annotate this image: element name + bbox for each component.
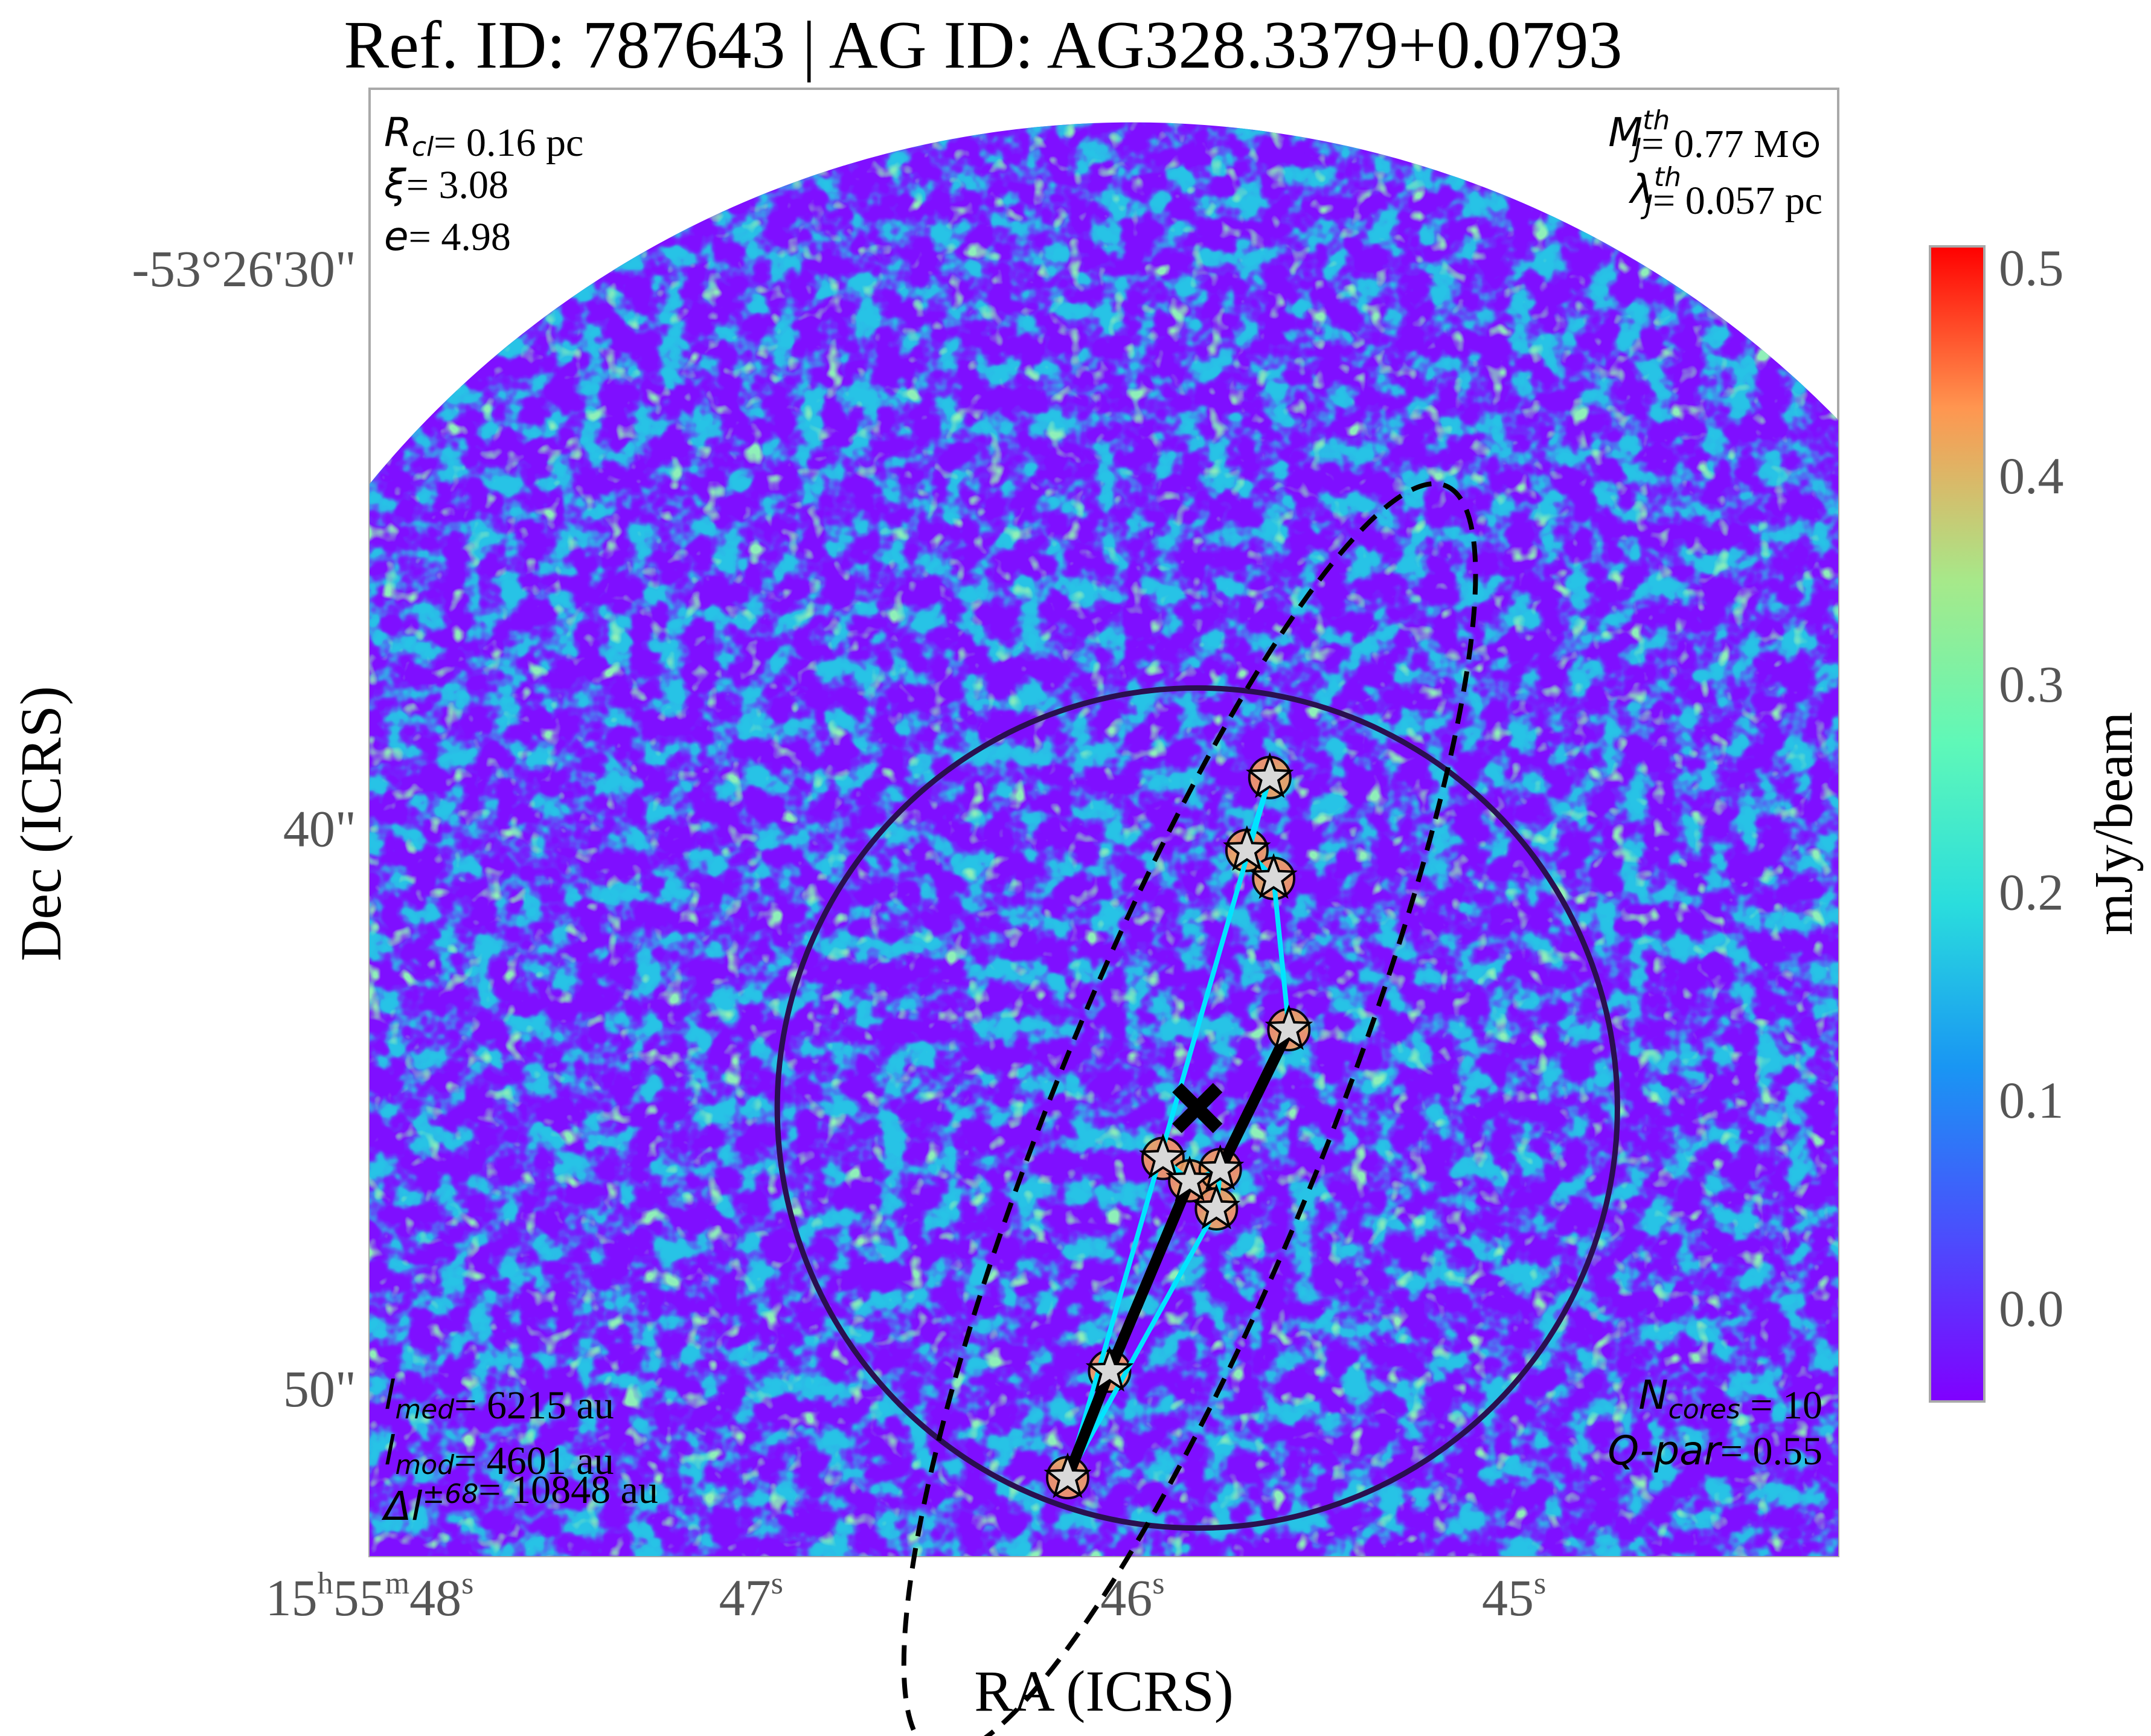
mst-edge [1271,878,1292,1030]
core-star-marker [1165,1155,1214,1202]
core-star-marker [1196,1144,1245,1190]
heatmap-field [370,122,1838,1556]
x-tick-label: 15h55m48s [266,1566,474,1627]
y-tick-label: -53°26'30" [132,240,356,298]
mst-thick-edge [1214,1024,1295,1176]
colorbar-label: mJy/beam [2084,712,2144,935]
top-left-annotation: Rcl= 0.16 pc [384,109,583,165]
core-star-marker [1043,1452,1092,1498]
x-axis-label: RA (ICRS) [974,1659,1233,1723]
bottom-right-annotation: Ncores = 10 [1638,1372,1822,1427]
top-right-annotation: λth J= 0.057 pc [1629,162,1822,223]
core-star-marker [1223,825,1271,871]
y-tick-label: 40" [283,799,356,857]
mst-thick-edge [1062,1365,1115,1484]
top-left-annotation: ξ= 3.08 [383,161,508,208]
core-star-marker [1192,1183,1241,1229]
core-star-marker [1265,1004,1313,1050]
x-tick-label: 46s [1100,1566,1164,1627]
y-tick-label: 50" [283,1360,356,1418]
chart-title: Ref. ID: 787643 | AG ID: AG328.3379+0.07… [344,8,1622,83]
cluster-center-marker [1172,1083,1223,1133]
bottom-left-annotation: lmed= 6215 au [384,1372,614,1427]
bottom-left-annotation: Δl±68= 10848 au [381,1468,658,1529]
colorbar-tick-label: 0.2 [1999,863,2064,921]
fit-ellipse [901,481,1478,1736]
mst-edge [1065,1208,1219,1479]
x-tick-label: 45s [1482,1566,1546,1627]
colorbar-tick-label: 0.0 [1999,1280,2064,1337]
core-star-marker [1245,752,1294,798]
core-star-marker [1085,1346,1134,1392]
colorbar-tick-label: 0.1 [1999,1071,2064,1129]
bottom-left-annotation: lmod= 4601 au [384,1427,614,1483]
top-left-annotation: e= 4.98 [384,213,511,260]
x-tick-label: 47s [719,1566,783,1627]
colorbar-tick-label: 0.4 [1999,447,2064,505]
colorbar-tick-label: 0.3 [1999,655,2064,713]
colorbar-tick-label: 0.5 [1999,239,2064,296]
mst-edge [1065,777,1272,1479]
colorbar [1929,245,1986,1403]
cluster-circle [774,685,1620,1531]
top-right-annotation: Mth J= 0.77 M⊙ [1608,105,1822,166]
core-star-marker [1249,853,1298,899]
mst-thick-edge [1104,1175,1196,1377]
y-axis-label: Dec (ICRS) [8,686,73,961]
bottom-right-annotation: Q-par= 0.55 [1608,1427,1822,1474]
core-star-marker [1139,1133,1187,1179]
